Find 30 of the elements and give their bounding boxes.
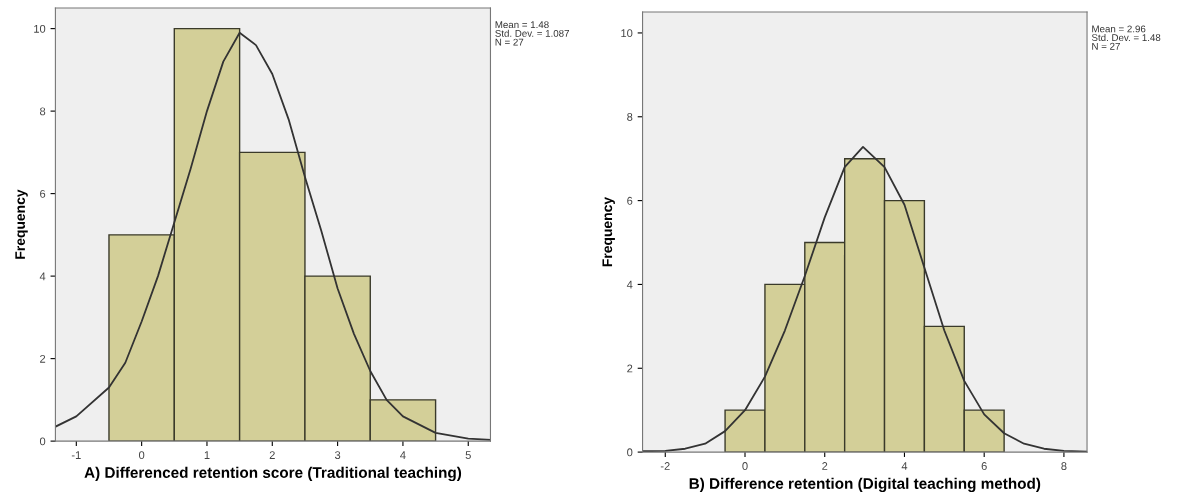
- y-tick-label: 6: [40, 189, 46, 198]
- x-axis-title: A) Differenced retention score (Traditional teaching): [84, 466, 462, 482]
- x-tick-label: 1: [204, 451, 210, 459]
- x-tick-label: -2: [660, 462, 670, 470]
- x-tick-label: 0: [742, 462, 748, 470]
- x-tick-label: 0: [138, 451, 145, 459]
- x-tick-label: 4: [400, 451, 406, 459]
- x-tick-label: 5: [465, 451, 471, 459]
- x-tick-label: -1: [71, 451, 81, 459]
- x-tick-label: 3: [334, 451, 341, 459]
- x-tick-label: 2: [822, 462, 828, 470]
- y-tick-label: 4: [39, 272, 46, 281]
- y-tick-label: 4: [626, 280, 633, 289]
- y-tick-label: 2: [627, 364, 633, 373]
- y-tick-label: 0: [39, 437, 46, 446]
- y-tick-label: 6: [627, 196, 633, 205]
- x-tick-label: 4: [901, 462, 908, 470]
- text: Mean = 2.96 Std. Dev. = 1.48 N = 27: [1091, 25, 1161, 50]
- y-tick-label: 2: [40, 354, 46, 363]
- x-axis-title: B) Difference retention (Digital teaching method): [689, 477, 1041, 493]
- text: Mean = 1.48 Std. Dev. = 1.087 N = 27: [495, 21, 569, 46]
- y-axis-title: Frequency: [15, 189, 28, 259]
- y-tick-label: 8: [627, 113, 633, 121]
- x-tick-label: 8: [1061, 462, 1067, 470]
- y-axis-title: Frequency: [602, 196, 615, 267]
- x-tick-label: 6: [981, 462, 987, 470]
- y-tick-label: 8: [39, 107, 46, 116]
- y-tick-label: 10: [621, 29, 633, 38]
- x-tick-label: 2: [269, 451, 275, 459]
- y-tick-label: 10: [34, 24, 46, 33]
